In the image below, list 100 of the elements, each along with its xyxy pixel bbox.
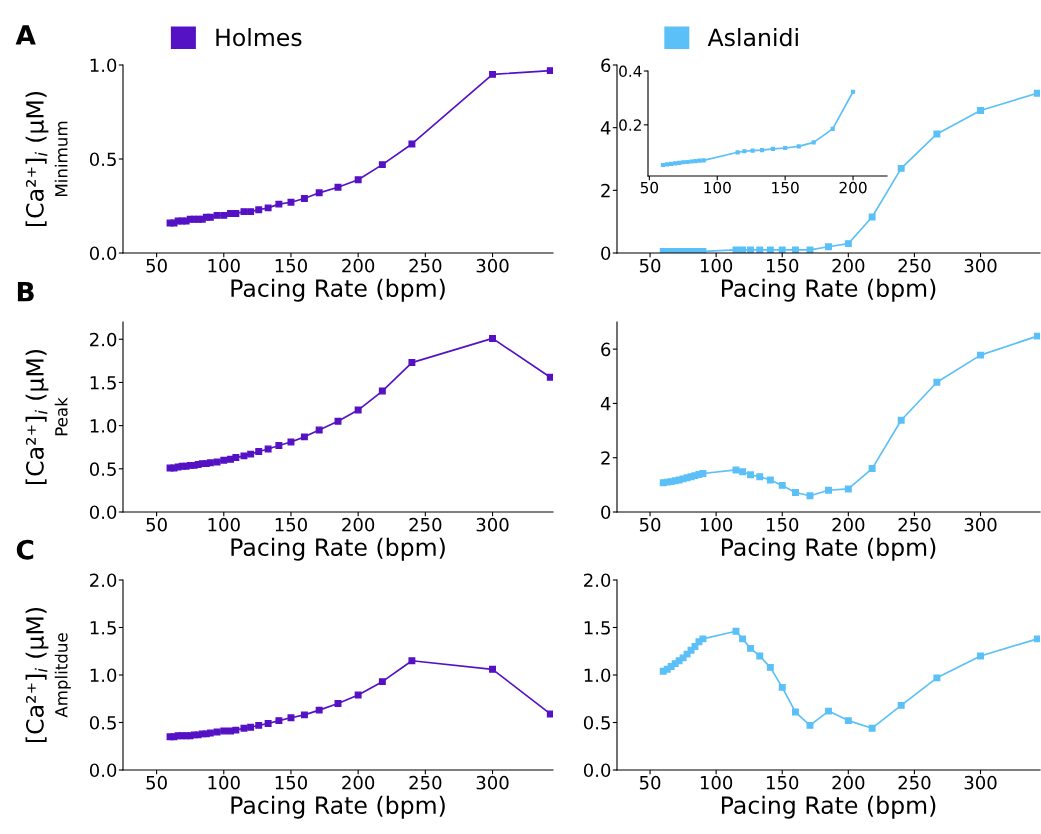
x-tick-label: 50 [146, 775, 167, 790]
point [791, 246, 799, 253]
point [240, 208, 248, 216]
point [739, 635, 747, 643]
x-tick-label: 100 [208, 517, 240, 532]
point [232, 454, 240, 462]
point [844, 717, 852, 725]
point [264, 204, 272, 212]
point [378, 387, 386, 395]
point [977, 652, 984, 660]
point [354, 176, 362, 184]
x-tick-label: 50 [639, 258, 661, 273]
x-tick-label: 300 [476, 517, 509, 532]
point [300, 195, 308, 202]
point [806, 492, 814, 500]
point [1033, 635, 1040, 643]
point [868, 465, 876, 473]
y-tick-label: 0 [601, 505, 611, 520]
x-tick-label: 100 [700, 258, 733, 273]
point [669, 161, 674, 166]
y-tick-label: 0.5 [89, 462, 116, 476]
x-tick-label: 200 [832, 517, 865, 532]
point [732, 627, 740, 635]
y-tick-label: 0 [601, 246, 611, 261]
point [240, 724, 248, 732]
legend-label: Holmes [216, 27, 302, 47]
point [255, 721, 263, 729]
point [213, 458, 221, 466]
x-tick-label: 300 [964, 258, 997, 273]
y-tick-label: 1.0 [90, 419, 117, 433]
x-axis-title: Pacing Rate (bpm) [721, 795, 936, 819]
x-tick-label: 100 [208, 775, 240, 790]
point [750, 148, 755, 153]
x-tick-label: 100 [700, 775, 733, 790]
x-axis-title: Pacing Rate (bpm) [231, 537, 445, 561]
point [220, 211, 228, 219]
point [287, 438, 295, 446]
y-tick-label: 0.0 [89, 246, 117, 261]
x-tick-label: 300 [476, 775, 509, 790]
point [747, 246, 754, 253]
point [206, 729, 214, 737]
x-tick-label: 150 [275, 258, 307, 273]
x-tick-label: 50 [146, 517, 167, 532]
x-tick-label: 50 [639, 517, 661, 532]
x-axis-title: Pacing Rate (bpm) [721, 537, 936, 561]
x-tick-label: 200 [342, 775, 375, 790]
point [732, 246, 740, 253]
y-tick-label: 1.0 [90, 668, 117, 683]
y-tick-label: 0.0 [583, 763, 611, 778]
y-axis-title: [Ca²⁺]$_{i}$ (μM) Peak [25, 350, 68, 485]
point [739, 246, 747, 253]
point [354, 691, 362, 699]
point [735, 150, 740, 155]
point [546, 710, 553, 718]
point [247, 723, 255, 731]
y-axis-title: [Ca²⁺]$_{i}$ (μM) Minimum [25, 92, 68, 227]
point [315, 189, 323, 197]
point [747, 644, 754, 652]
point [806, 721, 814, 729]
point [697, 158, 702, 163]
text: C [16, 539, 34, 560]
y-tick-label: 1.5 [90, 621, 116, 635]
point [742, 149, 747, 154]
point [897, 701, 905, 709]
point [489, 665, 497, 673]
point [300, 711, 308, 719]
text: A [15, 25, 36, 45]
y-tick-label: 1.5 [90, 376, 116, 390]
x-tick-label: 100 [700, 517, 733, 532]
x-axis-title: Pacing Rate (bpm) [721, 278, 936, 302]
x-tick-label: 250 [898, 258, 931, 273]
point [933, 378, 941, 386]
point [275, 442, 283, 449]
x-tick-label: 150 [766, 517, 799, 532]
point [766, 246, 774, 253]
point [732, 466, 740, 474]
point [868, 724, 876, 732]
point [825, 707, 832, 715]
point [699, 469, 707, 477]
point [546, 373, 553, 381]
point [844, 240, 852, 248]
point [247, 208, 255, 216]
point [677, 160, 682, 165]
x-tick-label: 300 [964, 775, 997, 790]
y-tick-label: 0.2 [619, 119, 641, 131]
point [334, 417, 342, 425]
point [213, 211, 221, 219]
y-tick-label: 2.0 [584, 573, 611, 588]
y-tick-label: 2.0 [90, 573, 117, 588]
point [334, 700, 342, 707]
point [489, 334, 497, 342]
x-tick-label: 200 [832, 258, 865, 273]
point [247, 450, 255, 458]
y-tick-label: 0.4 [619, 65, 642, 78]
x-tick-label: 250 [409, 775, 442, 790]
x-tick-label: 50 [640, 181, 659, 194]
point [408, 359, 416, 367]
point [275, 200, 283, 208]
point [811, 140, 816, 145]
point [660, 162, 666, 168]
